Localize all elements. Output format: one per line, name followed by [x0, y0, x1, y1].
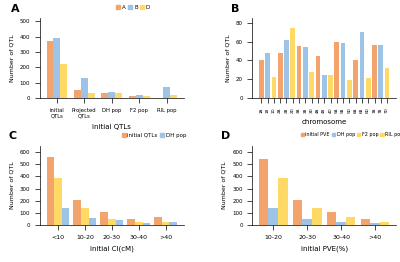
Bar — [302, 219, 312, 225]
Bar — [62, 208, 69, 225]
Legend: initial PVE, DH pop, F2 pop, RIL pop: initial PVE, DH pop, F2 pop, RIL pop — [299, 131, 400, 139]
Text: C: C — [8, 131, 16, 141]
Bar — [88, 218, 96, 225]
Bar — [259, 159, 268, 225]
Y-axis label: Number of QTL: Number of QTL — [9, 162, 14, 209]
Bar — [46, 157, 54, 225]
Bar — [170, 95, 177, 98]
Bar — [74, 200, 81, 225]
Bar — [128, 219, 135, 225]
Legend: A, B, D: A, B, D — [115, 4, 152, 12]
Legend: initial QTLs, DH pop: initial QTLs, DH pop — [120, 131, 188, 139]
Text: B: B — [231, 4, 239, 14]
Bar — [341, 43, 346, 98]
Bar — [336, 222, 346, 225]
Bar — [268, 208, 278, 225]
Bar — [115, 92, 122, 98]
Bar — [136, 95, 143, 98]
Bar — [322, 74, 326, 98]
Bar — [108, 219, 116, 225]
X-axis label: initial CI(cM): initial CI(cM) — [90, 245, 134, 252]
Y-axis label: Number of QTL: Number of QTL — [225, 34, 230, 82]
Bar — [46, 41, 53, 98]
Bar — [334, 42, 339, 98]
X-axis label: initial QTLs: initial QTLs — [92, 124, 131, 130]
Bar — [142, 223, 150, 225]
Bar — [312, 208, 322, 225]
Bar — [108, 92, 115, 98]
Bar — [372, 45, 377, 98]
Bar — [88, 92, 95, 98]
Bar — [327, 212, 336, 225]
X-axis label: initial PVE(%): initial PVE(%) — [301, 245, 348, 252]
Bar — [385, 68, 390, 98]
Bar — [293, 200, 302, 225]
Bar — [53, 38, 60, 98]
Bar — [116, 220, 123, 225]
Bar — [278, 178, 288, 225]
Bar — [361, 219, 370, 225]
Bar — [360, 32, 364, 98]
Bar — [380, 222, 390, 225]
Bar — [163, 87, 170, 98]
Bar — [135, 222, 142, 225]
Bar — [154, 217, 162, 225]
Bar — [366, 78, 371, 98]
Bar — [81, 78, 88, 98]
Bar — [162, 222, 170, 225]
Bar — [346, 217, 356, 225]
Y-axis label: Number of QTL: Number of QTL — [9, 34, 14, 82]
Bar — [378, 45, 383, 98]
Bar — [278, 53, 282, 98]
Bar — [309, 72, 314, 98]
Bar — [370, 223, 380, 225]
Bar — [60, 64, 67, 98]
Bar — [143, 96, 150, 98]
Bar — [265, 53, 270, 98]
X-axis label: chromosome: chromosome — [302, 119, 347, 125]
Bar — [54, 178, 62, 225]
Bar — [353, 61, 358, 98]
Bar — [328, 74, 333, 98]
Bar — [102, 92, 108, 98]
Text: A: A — [11, 4, 20, 14]
Bar — [170, 222, 177, 225]
Bar — [303, 47, 308, 98]
Bar — [74, 90, 81, 98]
Bar — [259, 61, 264, 98]
Bar — [272, 77, 276, 98]
Bar — [100, 212, 108, 225]
Bar — [129, 96, 136, 98]
Bar — [290, 28, 295, 98]
Y-axis label: Number of QTL: Number of QTL — [222, 162, 227, 209]
Bar — [347, 80, 352, 98]
Bar — [81, 208, 88, 225]
Bar — [297, 46, 302, 98]
Bar — [316, 56, 320, 98]
Bar — [284, 40, 289, 98]
Text: D: D — [221, 131, 230, 141]
